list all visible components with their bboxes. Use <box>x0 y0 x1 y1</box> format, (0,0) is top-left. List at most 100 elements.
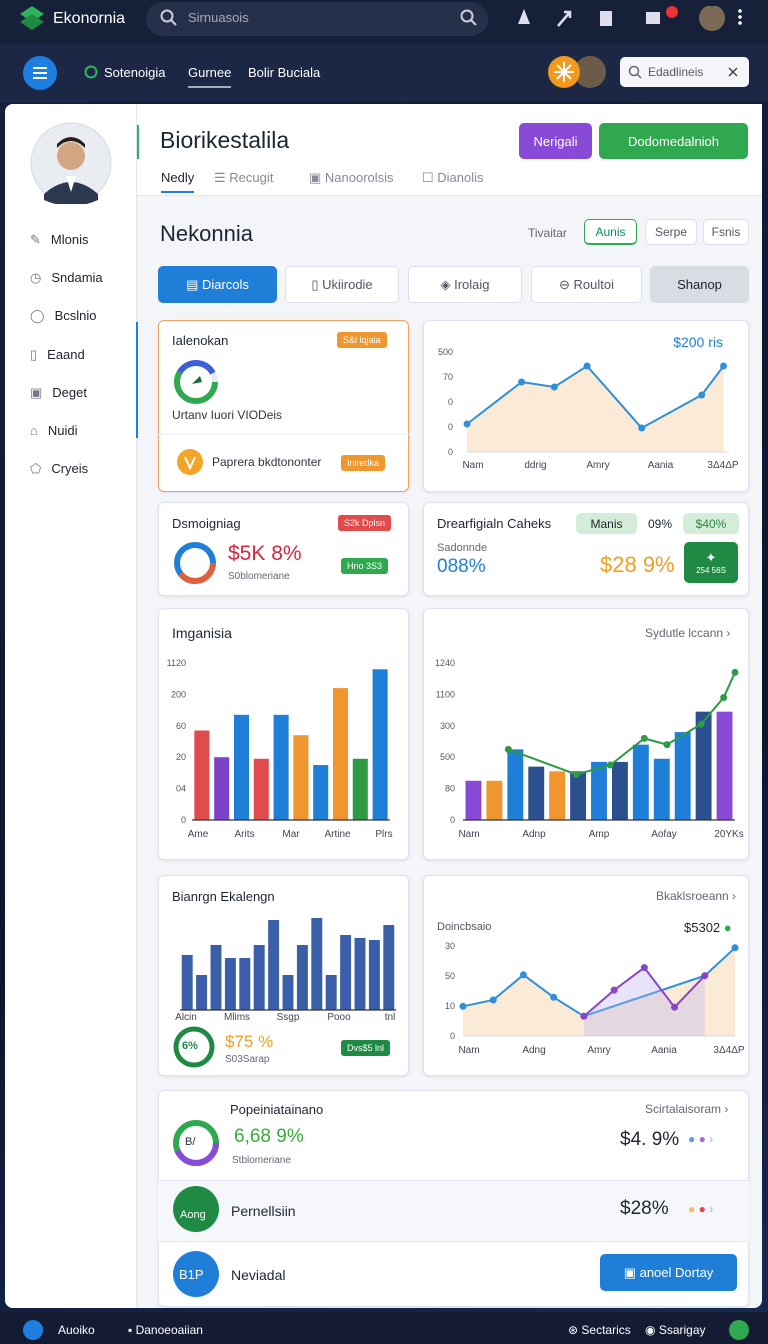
bar <box>695 711 712 820</box>
segment-button[interactable]: ▯ Ukiirodie <box>285 266 399 303</box>
search-box[interactable] <box>146 2 488 36</box>
bar <box>632 744 649 820</box>
x-tick-label: Alcin <box>175 1012 197 1023</box>
point <box>663 741 671 749</box>
footer-item[interactable]: Auoiko <box>58 1323 95 1337</box>
badge: Iniredka <box>341 455 386 471</box>
line <box>507 672 736 776</box>
nav-tab[interactable]: Sotenoigia <box>104 65 166 80</box>
x-tick-label: Plrs <box>375 829 392 840</box>
point <box>640 964 648 972</box>
point <box>731 668 739 676</box>
card-value: $5K 8% <box>228 542 302 565</box>
x-tick-label: Ssgp <box>277 1012 300 1023</box>
footer-icon[interactable] <box>728 1319 750 1341</box>
header-tab[interactable]: ☐ Dianolis <box>422 170 484 185</box>
list-row[interactable] <box>158 1180 749 1242</box>
bar <box>486 780 503 820</box>
point <box>606 761 614 769</box>
x-tick-label: Nam <box>458 1045 479 1056</box>
y-tick-label: 0 <box>448 397 453 407</box>
bar <box>293 735 309 820</box>
point <box>459 1002 467 1010</box>
sidebar-item[interactable]: ◯ Bcslnio <box>30 308 96 324</box>
sidebar-item[interactable]: ⌂ Nuidi <box>30 423 77 438</box>
sidebar-label: Mlonis <box>50 232 89 247</box>
header-tab[interactable]: Nedly <box>161 170 195 193</box>
sidebar-item[interactable]: ⬠ Cryeis <box>30 461 88 477</box>
top-icons[interactable] <box>512 6 752 36</box>
card-link[interactable]: Bkaklsroeann › <box>656 889 737 903</box>
y-tick-label: 200 <box>171 689 186 699</box>
brand: Ekonornia <box>53 10 126 27</box>
card-title: Imganisia <box>172 625 232 641</box>
bar <box>311 918 323 1010</box>
section-title: Nekonnia <box>160 221 253 246</box>
sidebar-item[interactable]: ▯ Eaand <box>30 347 85 363</box>
sidebar-icon: ⬠ <box>30 461 42 477</box>
segment-button[interactable]: ▤ Diarcols <box>158 266 277 303</box>
sidebar-item[interactable]: ▣ Deget <box>30 385 87 401</box>
x-tick-label: Nam <box>462 460 483 471</box>
page-title: Biorikestalila <box>160 127 290 153</box>
list-link[interactable]: Scirtalaisoram › <box>645 1102 729 1116</box>
filter-chip[interactable]: Aunis <box>584 219 637 245</box>
sidebar-icon: ◯ <box>30 308 45 324</box>
action-button[interactable]: Dodomedalnioh <box>599 123 748 159</box>
chip: $40% <box>683 513 739 534</box>
header-tab[interactable]: ☰ Recugit <box>214 170 274 185</box>
card-note: Paprera bkdtononter <box>212 455 322 469</box>
x-tick-label: Aania <box>648 460 674 471</box>
item-dots[interactable]: ● ● › <box>688 1132 714 1146</box>
card <box>423 875 749 1076</box>
segment-button[interactable]: ⊖ Roultoi <box>531 266 642 303</box>
y-tick-label: 70 <box>443 372 453 382</box>
footer-item[interactable]: ◉ Ssarigay <box>645 1323 706 1337</box>
filter-box[interactable] <box>620 57 749 87</box>
footer-item[interactable]: ▪ Danoeoaiian <box>128 1323 203 1337</box>
donut <box>174 542 216 584</box>
tab-label: Nanoorolsis <box>324 170 394 185</box>
filter-chip[interactable]: Fsnis <box>703 219 749 245</box>
y-tick-label: 1120 <box>167 658 186 668</box>
x-tick-label: Adng <box>522 1045 545 1056</box>
primary-button[interactable]: Nerigali <box>519 123 592 159</box>
sidebar-item[interactable]: ✎ Mlonis <box>30 232 88 248</box>
card-caption: S0blomeriane <box>228 571 290 582</box>
bar <box>233 714 250 820</box>
chart-value: $200 ris <box>673 334 723 350</box>
bar <box>372 669 388 820</box>
badge: Hno 3S3 <box>341 558 389 574</box>
header-tab[interactable]: ▣ Nanoorolsis <box>309 170 394 185</box>
segment-button[interactable]: ◈ Irolaig <box>408 266 522 303</box>
nav-tab[interactable]: Bolir Buciala <box>248 65 321 80</box>
x-tick-label: 3Δ4ΔP <box>713 1045 744 1056</box>
y-tick-label: 500 <box>440 752 455 762</box>
y-tick-label: 20 <box>176 752 186 762</box>
bar <box>368 940 380 1010</box>
nav-tab[interactable]: Gurnee <box>188 65 232 88</box>
sidebar-icon: ✎ <box>30 232 41 247</box>
sidebar-icon: ◷ <box>30 270 42 286</box>
button-label: anoel Dortay <box>639 1265 714 1280</box>
point <box>720 362 728 370</box>
bar <box>591 761 607 820</box>
card-caption: S03Sarap <box>225 1054 270 1065</box>
search-icon <box>460 9 477 26</box>
tab-label: Dianolis <box>437 170 484 185</box>
sidebar-item[interactable]: ◷ Sndamia <box>30 270 103 286</box>
segment-button[interactable]: Shanop <box>650 266 749 303</box>
footer-item[interactable]: ⊛ Sectarics <box>568 1323 631 1337</box>
close-icon[interactable] <box>728 67 738 77</box>
point <box>701 972 709 980</box>
item-dots[interactable]: ● ● › <box>688 1202 714 1216</box>
x-tick-label: Mlims <box>224 1012 250 1023</box>
menu-button[interactable] <box>22 55 58 91</box>
item-button[interactable]: ▣ anoel Dortay <box>600 1254 737 1291</box>
filter-chip[interactable]: Serpe <box>645 219 697 245</box>
ring-label: 6% <box>182 1040 198 1052</box>
point <box>720 694 728 702</box>
x-tick-label: Aania <box>651 1045 677 1056</box>
card-link[interactable]: Sydutle lccann › <box>645 626 731 640</box>
